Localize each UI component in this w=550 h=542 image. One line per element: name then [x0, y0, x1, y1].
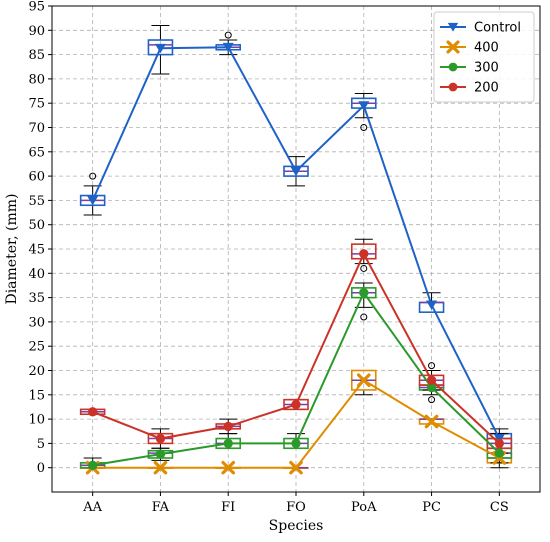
boxplot — [418, 418, 445, 425]
axes: 0 5 10 15 20 25 30 35 40 45 50 55 60 65 70 75 80 85 90 95 AA… — [28, 0, 508, 515]
data-point — [426, 382, 437, 393]
legend-label: Control — [474, 21, 521, 36]
legend-entry: Control — [440, 21, 521, 36]
data-point — [154, 43, 166, 54]
data-point — [426, 300, 438, 310]
boxplot — [147, 428, 174, 449]
legend: Control 400 300 200 — [433, 11, 535, 103]
legend-label: 400 — [474, 41, 499, 56]
y-tick-label: 40 — [28, 267, 45, 282]
y-tick-label: 60 — [28, 170, 45, 185]
data-point — [448, 62, 458, 72]
data-point — [87, 196, 99, 206]
data-point — [356, 373, 371, 388]
data-point — [289, 460, 303, 475]
legend-entry: 400 — [440, 40, 499, 56]
box-outlier — [360, 313, 368, 321]
x-tick-label: AA — [82, 500, 102, 515]
y-tick-label: 0 — [37, 461, 45, 476]
data-point — [223, 438, 233, 449]
y-tick-label: 30 — [28, 315, 45, 330]
x-tick-label: FA — [152, 500, 170, 515]
y-tick-label: 45 — [28, 243, 45, 258]
y-tick-label: 25 — [28, 340, 45, 355]
x-axis-title: Species — [269, 518, 324, 534]
data-point — [424, 414, 439, 429]
y-axis-title: Diameter, (mm) — [4, 193, 20, 304]
y-tick-label: 85 — [28, 48, 45, 63]
y-tick-label: 80 — [28, 72, 45, 87]
box-outlier — [428, 396, 436, 404]
data-point — [446, 40, 460, 54]
legend-entry: 200 — [440, 81, 499, 96]
data-point — [155, 433, 166, 444]
y-tick-label: 70 — [28, 121, 45, 136]
y-tick-label: 10 — [28, 413, 45, 428]
box-outlier — [224, 31, 232, 39]
y-tick-label: 50 — [28, 218, 45, 233]
y-tick-label: 5 — [37, 437, 45, 452]
data-point — [153, 460, 168, 475]
y-tick-label: 90 — [28, 24, 45, 39]
box-outlier — [428, 362, 436, 370]
data-point — [222, 42, 234, 53]
y-tick-label: 55 — [28, 194, 45, 209]
y-tick-label: 65 — [28, 145, 45, 160]
box-outlier — [360, 264, 368, 272]
x-tick-label: PC — [422, 500, 441, 515]
data-point — [494, 438, 505, 449]
legend-label: 200 — [474, 81, 499, 96]
data-point — [494, 448, 505, 458]
data-point — [291, 438, 301, 449]
x-tick-label: FI — [221, 500, 235, 515]
legend-entry: 300 — [440, 61, 499, 76]
series-lines — [85, 42, 507, 475]
box-body — [350, 243, 377, 260]
data-point — [358, 101, 370, 111]
y-tick-label: 75 — [28, 97, 45, 112]
data-point — [447, 22, 459, 32]
box-outlier — [360, 124, 368, 131]
data-point — [359, 249, 369, 259]
y-tick-label: 20 — [28, 364, 45, 379]
data-point — [87, 407, 98, 417]
x-tick-label: CS — [490, 500, 509, 515]
y-tick-label: 95 — [28, 0, 45, 15]
data-point — [221, 460, 236, 475]
data-point — [448, 82, 458, 92]
boxplot — [283, 398, 309, 411]
data-point — [87, 460, 98, 470]
legend-box — [433, 11, 535, 103]
data-point — [155, 449, 166, 459]
plot-frame — [51, 5, 541, 493]
data-point — [223, 421, 233, 432]
data-point — [359, 288, 369, 298]
x-tick-label: PoA — [351, 500, 377, 515]
x-tick-label: FO — [286, 500, 306, 515]
legend-label: 300 — [474, 61, 499, 76]
y-tick-label: 35 — [28, 291, 45, 306]
data-point — [426, 375, 437, 385]
data-point — [290, 166, 302, 177]
y-tick-label: 15 — [28, 388, 45, 403]
data-point — [291, 399, 301, 410]
box-outlier — [89, 172, 97, 180]
